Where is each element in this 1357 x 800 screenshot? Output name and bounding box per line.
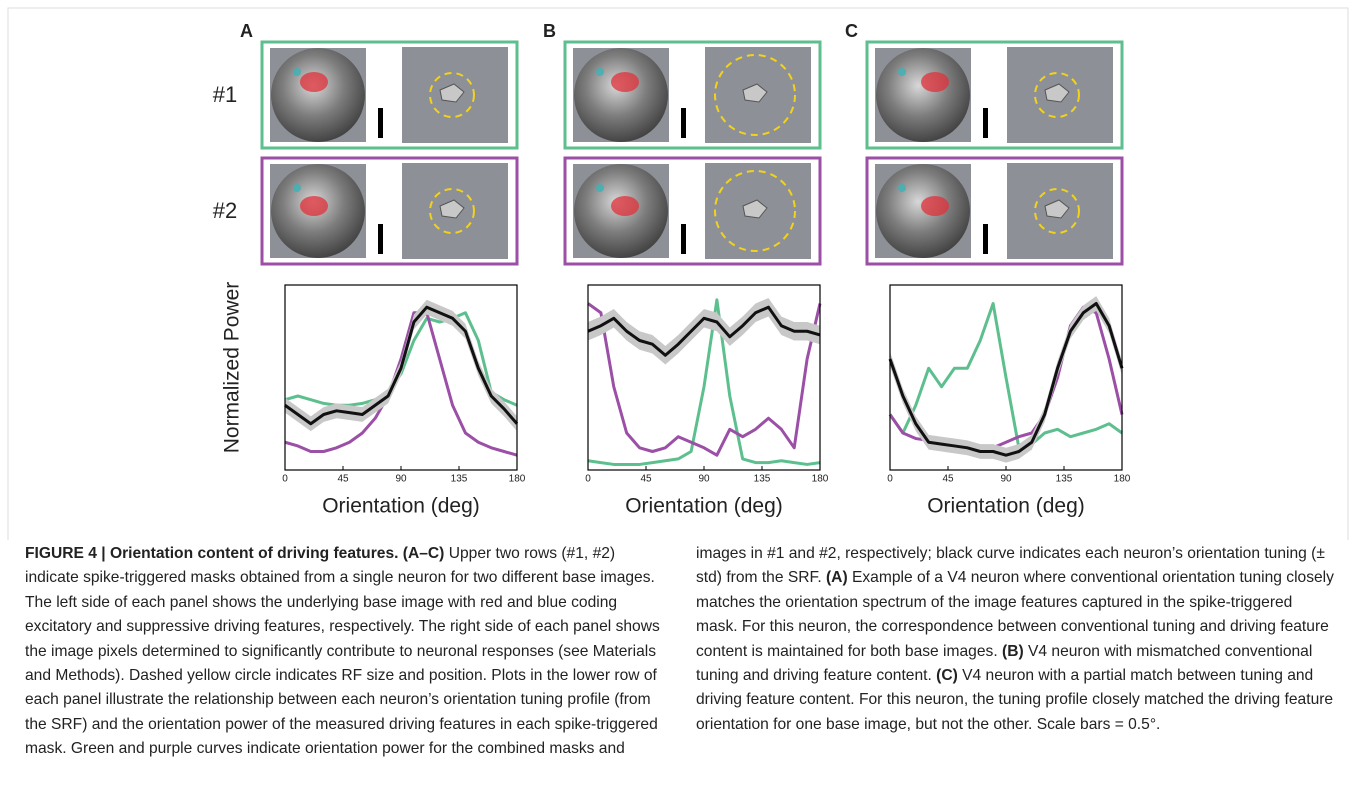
suppressive-feature (596, 184, 604, 192)
x-tick-label: 90 (1000, 474, 1012, 485)
base-image (574, 48, 668, 142)
std-band (588, 298, 820, 365)
series-line (285, 307, 517, 424)
x-tick-label: 90 (395, 474, 407, 485)
suppressive-feature (898, 184, 906, 192)
x-tick-label: 90 (698, 474, 710, 485)
suppressive-feature (293, 184, 301, 192)
panel-label: C (845, 21, 858, 41)
x-tick-label: 135 (754, 474, 771, 485)
scale-bar (681, 108, 686, 138)
suppressive-feature (293, 68, 301, 76)
excitatory-feature (611, 72, 639, 92)
suppressive-feature (596, 68, 604, 76)
caption: FIGURE 4 | Orientation content of drivin… (25, 542, 1335, 762)
excitatory-feature (300, 196, 328, 216)
scale-bar (378, 108, 383, 138)
x-tick-label: 45 (640, 474, 652, 485)
suppressive-feature (898, 68, 906, 76)
x-tick-label: 0 (282, 474, 288, 485)
x-tick-label: 0 (887, 474, 893, 485)
series-line (890, 304, 1122, 448)
x-tick-label: 180 (1114, 474, 1131, 485)
x-tick-label: 135 (1056, 474, 1073, 485)
figure-panels: #1 #2 A B C 0 45 90 135 180 Orientation (deg) Norma… (0, 0, 1357, 540)
x-tick-label: 135 (451, 474, 468, 485)
caption-text: FIGURE 4 | Orientation content of drivin… (25, 545, 444, 562)
panel-label: B (543, 21, 556, 41)
base-image (271, 48, 365, 142)
scale-bar (983, 108, 988, 138)
row-label: #2 (213, 198, 237, 223)
x-tick-label: 180 (812, 474, 829, 485)
scale-bar (378, 224, 383, 254)
x-tick-label: 180 (509, 474, 526, 485)
excitatory-feature (921, 72, 949, 92)
excitatory-feature (611, 196, 639, 216)
caption-text: (B) (1002, 643, 1024, 660)
row-label: #1 (213, 82, 237, 107)
figure: #1 #2 A B C 0 45 90 135 180 Orientation (deg) Norma… (0, 0, 1357, 800)
x-axis-label: Orientation (deg) (625, 495, 783, 518)
x-tick-label: 45 (942, 474, 954, 485)
base-image (876, 48, 970, 142)
x-tick-label: 45 (337, 474, 349, 485)
x-tick-label: 0 (585, 474, 591, 485)
caption-text: (A) (826, 569, 848, 586)
excitatory-feature (300, 72, 328, 92)
series-line (285, 313, 517, 455)
excitatory-feature (921, 196, 949, 216)
scale-bar (983, 224, 988, 254)
x-axis-label: Orientation (deg) (322, 495, 480, 518)
caption-text: (C) (936, 667, 958, 684)
y-axis-label: Normalized Power (221, 282, 244, 454)
scale-bar (681, 224, 686, 254)
x-axis-label: Orientation (deg) (927, 495, 1085, 518)
panel-label: A (240, 21, 253, 41)
